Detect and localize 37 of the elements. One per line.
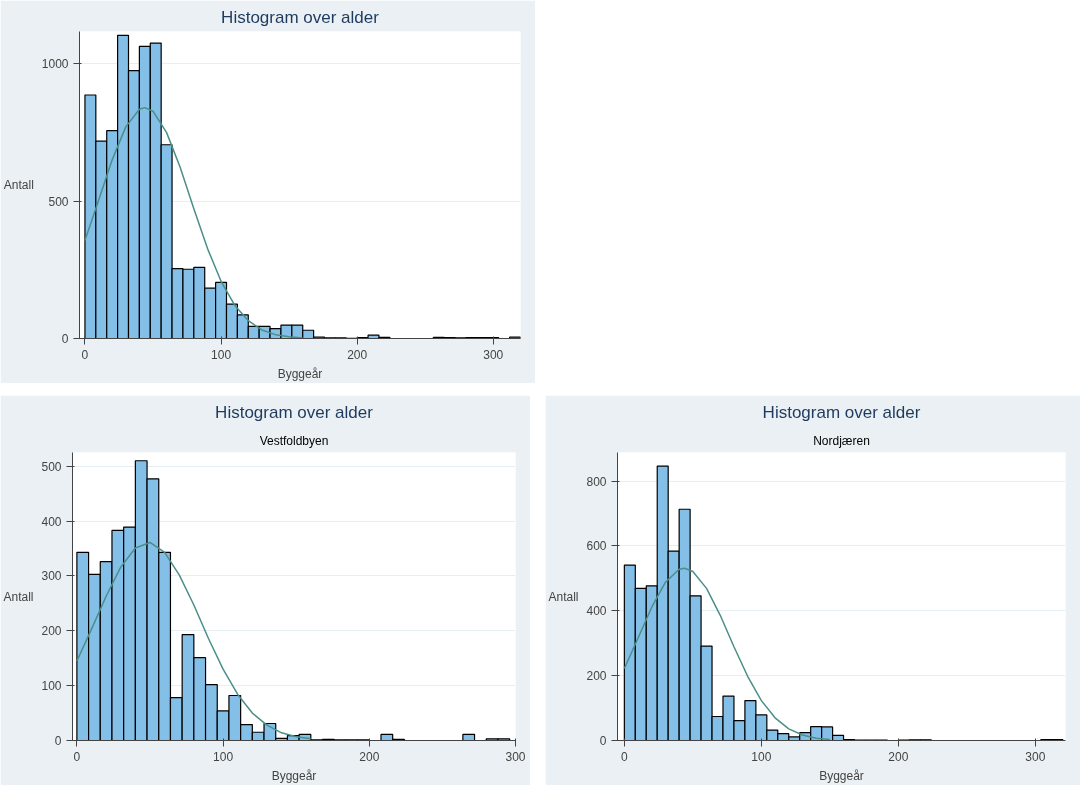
x-tick-label: 200 — [359, 749, 380, 764]
x-tick-label: 100 — [751, 749, 772, 764]
x-tick-label: 0 — [73, 749, 81, 764]
y-tick-label: 400 — [586, 604, 607, 619]
y-tick-label: 0 — [54, 734, 62, 748]
x-axis-title: Byggeår — [271, 768, 317, 783]
x-tick-label: 200 — [347, 347, 368, 362]
x-tick-label: 100 — [211, 347, 232, 362]
y-tick-label: 600 — [586, 539, 607, 554]
chart-title: Histogram over alder — [221, 7, 380, 27]
y-tick-label: 0 — [61, 332, 69, 346]
x-tick-label: 0 — [621, 749, 629, 764]
y-axis-title: Antall — [3, 178, 34, 192]
x-tick-label: 200 — [888, 749, 909, 764]
x-tick-label: 0 — [81, 347, 89, 362]
y-tick-label: 100 — [41, 679, 62, 694]
y-tick-label: 300 — [41, 569, 62, 584]
y-tick-label: 500 — [48, 194, 69, 209]
y-tick-label: 200 — [586, 669, 607, 684]
y-tick-label: 0 — [599, 734, 607, 748]
y-axis-title: Antall — [3, 589, 34, 604]
chart-title: Histogram over alder — [215, 402, 374, 422]
chart-title: Histogram over alder — [762, 402, 921, 422]
x-tick-label: 300 — [505, 749, 526, 764]
y-tick-label: 1000 — [41, 57, 69, 72]
y-axis-title: Antall — [548, 589, 579, 604]
y-tick-label: 400 — [41, 514, 62, 529]
y-tick-label: 800 — [586, 474, 607, 489]
chart-subtitle: Vestfoldbyen — [259, 433, 329, 448]
x-tick-label: 300 — [1025, 749, 1046, 764]
x-tick-label: 100 — [213, 749, 234, 764]
x-axis-title: Byggeår — [277, 366, 323, 381]
x-tick-label: 300 — [483, 347, 504, 362]
y-tick-label: 200 — [41, 624, 62, 639]
y-tick-label: 500 — [41, 459, 62, 474]
chart-subtitle: Nordjæren — [813, 433, 870, 448]
x-axis-title: Byggeår — [819, 768, 864, 783]
